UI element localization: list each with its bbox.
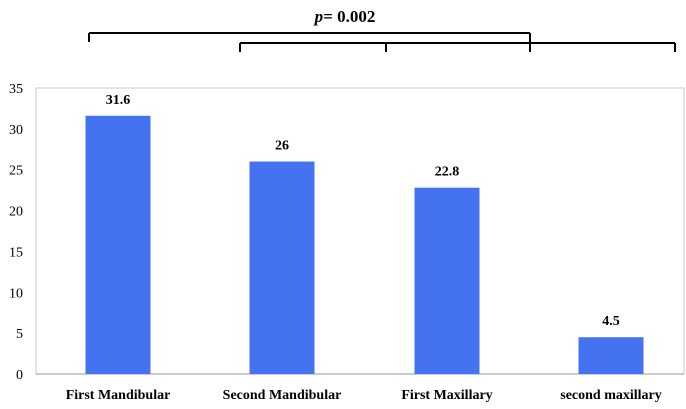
y-tick-label: 15 <box>9 245 23 260</box>
x-category-label: First Mandibular <box>66 388 171 403</box>
p-symbol: p <box>313 7 324 26</box>
y-tick-label: 30 <box>9 123 23 138</box>
x-category-label: second maxillary <box>560 388 662 403</box>
data-label: 4.5 <box>602 314 620 329</box>
y-tick-label: 10 <box>9 286 23 301</box>
y-tick-label: 35 <box>9 82 23 97</box>
y-tick-label: 5 <box>16 327 23 342</box>
bar <box>85 115 151 374</box>
bar <box>414 187 480 374</box>
significance-brackets <box>88 32 676 52</box>
bar <box>578 337 644 374</box>
x-axis-category-labels: First Mandibular Second Mandibular First M… <box>66 388 662 403</box>
p-value-annotation: p= 0.002 <box>313 7 376 26</box>
bars <box>85 115 644 374</box>
y-axis-ticks: 0 5 10 15 20 25 30 35 <box>9 82 23 383</box>
data-label: 31.6 <box>106 93 131 108</box>
y-tick-label: 20 <box>9 205 23 220</box>
p-value-text: = 0.002 <box>323 7 375 26</box>
x-category-label: Second Mandibular <box>223 388 342 403</box>
y-tick-label: 0 <box>16 368 23 383</box>
data-label: 26 <box>275 139 289 154</box>
bar <box>249 161 315 374</box>
x-category-label: First Maxillary <box>401 388 492 403</box>
data-label: 22.8 <box>435 165 460 180</box>
y-tick-label: 25 <box>9 164 23 179</box>
data-labels: 31.6 26 22.8 4.5 <box>106 93 620 329</box>
